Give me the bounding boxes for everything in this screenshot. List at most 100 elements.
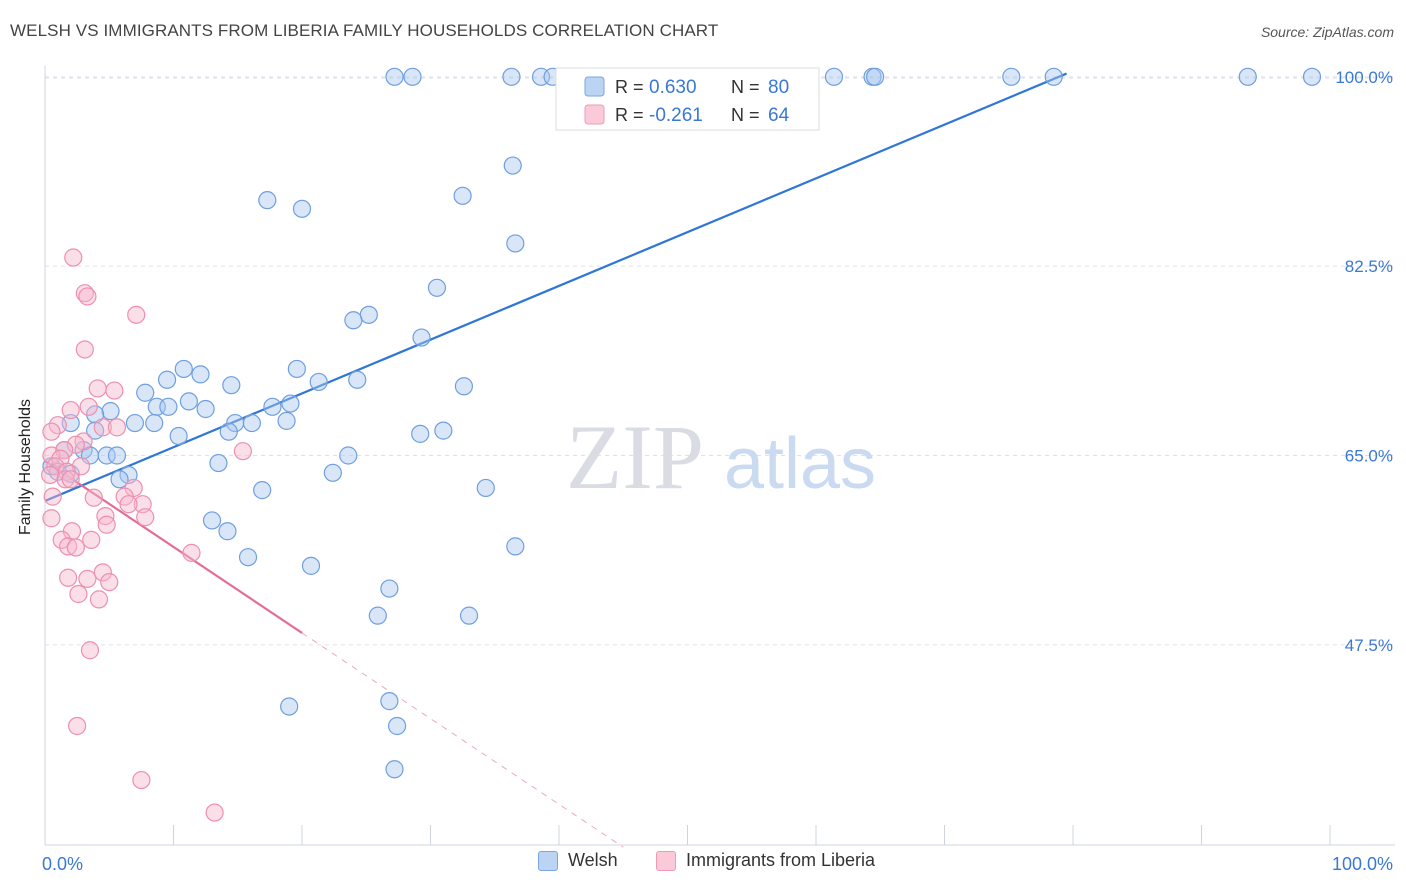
liberia-point [61, 470, 80, 489]
liberia-point [107, 418, 127, 437]
liberia-point [182, 543, 201, 562]
welsh-point [502, 67, 521, 86]
legend-item-liberia[interactable]: Immigrants from Liberia [656, 850, 875, 871]
welsh-point [359, 305, 378, 324]
welsh-point [368, 606, 387, 625]
welsh-point [434, 421, 453, 440]
liberia-point [64, 248, 83, 267]
welsh-point [107, 446, 127, 465]
welsh-point [506, 234, 525, 253]
welsh-point [323, 463, 342, 482]
trend-lines [44, 72, 1067, 848]
welsh-point [110, 470, 129, 489]
liberia-point [88, 379, 107, 398]
liberia-point [136, 508, 155, 527]
welsh-point [503, 156, 522, 175]
liberia-point [79, 397, 98, 416]
liberia-point [89, 590, 109, 609]
welsh-point [301, 556, 321, 575]
welsh-point [179, 392, 199, 411]
welsh-point [380, 579, 399, 598]
liberia-point [68, 716, 87, 736]
welsh-point [136, 383, 155, 402]
liberia-point [119, 495, 138, 514]
welsh-point [866, 67, 885, 86]
legend-r-label: R = [615, 77, 644, 97]
welsh-point [196, 399, 215, 419]
welsh-point [97, 446, 116, 465]
liberia-point [100, 572, 119, 592]
welsh-point [218, 522, 237, 541]
liberia-point [56, 470, 75, 489]
liberia-point [78, 569, 97, 588]
chart-title: WELSH VS IMMIGRANTS FROM LIBERIA FAMILY … [10, 21, 719, 40]
welsh-point [238, 548, 258, 567]
welsh-point [380, 692, 399, 711]
liberia-trend-line [44, 459, 303, 634]
welsh-point [242, 413, 261, 433]
liberia-point [66, 538, 85, 557]
liberia-point [132, 770, 151, 790]
liberia-point [59, 568, 78, 587]
y-tick-label: 82.5% [1345, 257, 1393, 276]
welsh-point [157, 370, 177, 389]
liberia-point [105, 381, 124, 400]
welsh-point [453, 186, 472, 205]
welsh-point [145, 413, 164, 433]
welsh-point [454, 377, 474, 396]
welsh-point [159, 397, 178, 416]
legend-n-label: N = [731, 105, 760, 125]
liberia-point [46, 457, 65, 476]
axes [44, 66, 1395, 846]
welsh-point [202, 511, 222, 530]
welsh-point [287, 359, 306, 379]
welsh-point [125, 413, 145, 433]
legend-r-value: 0.630 [649, 77, 697, 98]
welsh-point [258, 191, 277, 210]
liberia-point [75, 340, 94, 359]
welsh-point [476, 478, 495, 498]
welsh-point [101, 402, 120, 421]
liberia-point [205, 803, 224, 822]
y-tick-label: 100.0% [1335, 68, 1393, 87]
legend-item-welsh[interactable]: Welsh [538, 850, 618, 871]
liberia-point [82, 530, 101, 549]
welsh-point [1002, 67, 1021, 86]
watermark-zip: ZIP [566, 406, 704, 508]
welsh-point [280, 697, 299, 716]
legend-swatch-liberia [656, 850, 676, 871]
welsh-point [427, 278, 447, 297]
x-tick-label: 0.0% [42, 854, 83, 874]
data-points [41, 67, 1322, 822]
legend-r-label: R = [615, 105, 644, 125]
welsh-point [344, 311, 363, 330]
welsh-point [263, 397, 282, 416]
y-axis-label: Family Households [17, 398, 34, 535]
welsh-point [1302, 67, 1322, 86]
liberia-point [84, 488, 103, 507]
welsh-point [169, 426, 188, 446]
welsh-point [281, 394, 300, 413]
liberia-point [75, 284, 94, 303]
liberia-point [97, 515, 116, 534]
liberia-point [93, 563, 112, 582]
legend-swatch-welsh [538, 850, 558, 871]
legend-stats-swatch [584, 76, 605, 97]
source-label: Source: ZipAtlas.com [1260, 24, 1394, 40]
y-tick-label: 65.0% [1345, 447, 1393, 466]
welsh-point [387, 716, 407, 736]
legend-n-value: 80 [768, 77, 789, 98]
liberia-point [52, 530, 71, 549]
liberia-point [80, 641, 100, 660]
liberia-point [43, 487, 62, 506]
liberia-point [42, 509, 61, 528]
liberia-point [69, 584, 88, 604]
welsh-point [174, 359, 193, 379]
welsh-point [219, 422, 238, 441]
welsh-trend-line [44, 72, 1067, 502]
liberia-point [42, 422, 61, 441]
liberia-point [78, 287, 97, 306]
watermark: ZIP atlas [566, 406, 876, 508]
welsh-point [385, 67, 404, 86]
